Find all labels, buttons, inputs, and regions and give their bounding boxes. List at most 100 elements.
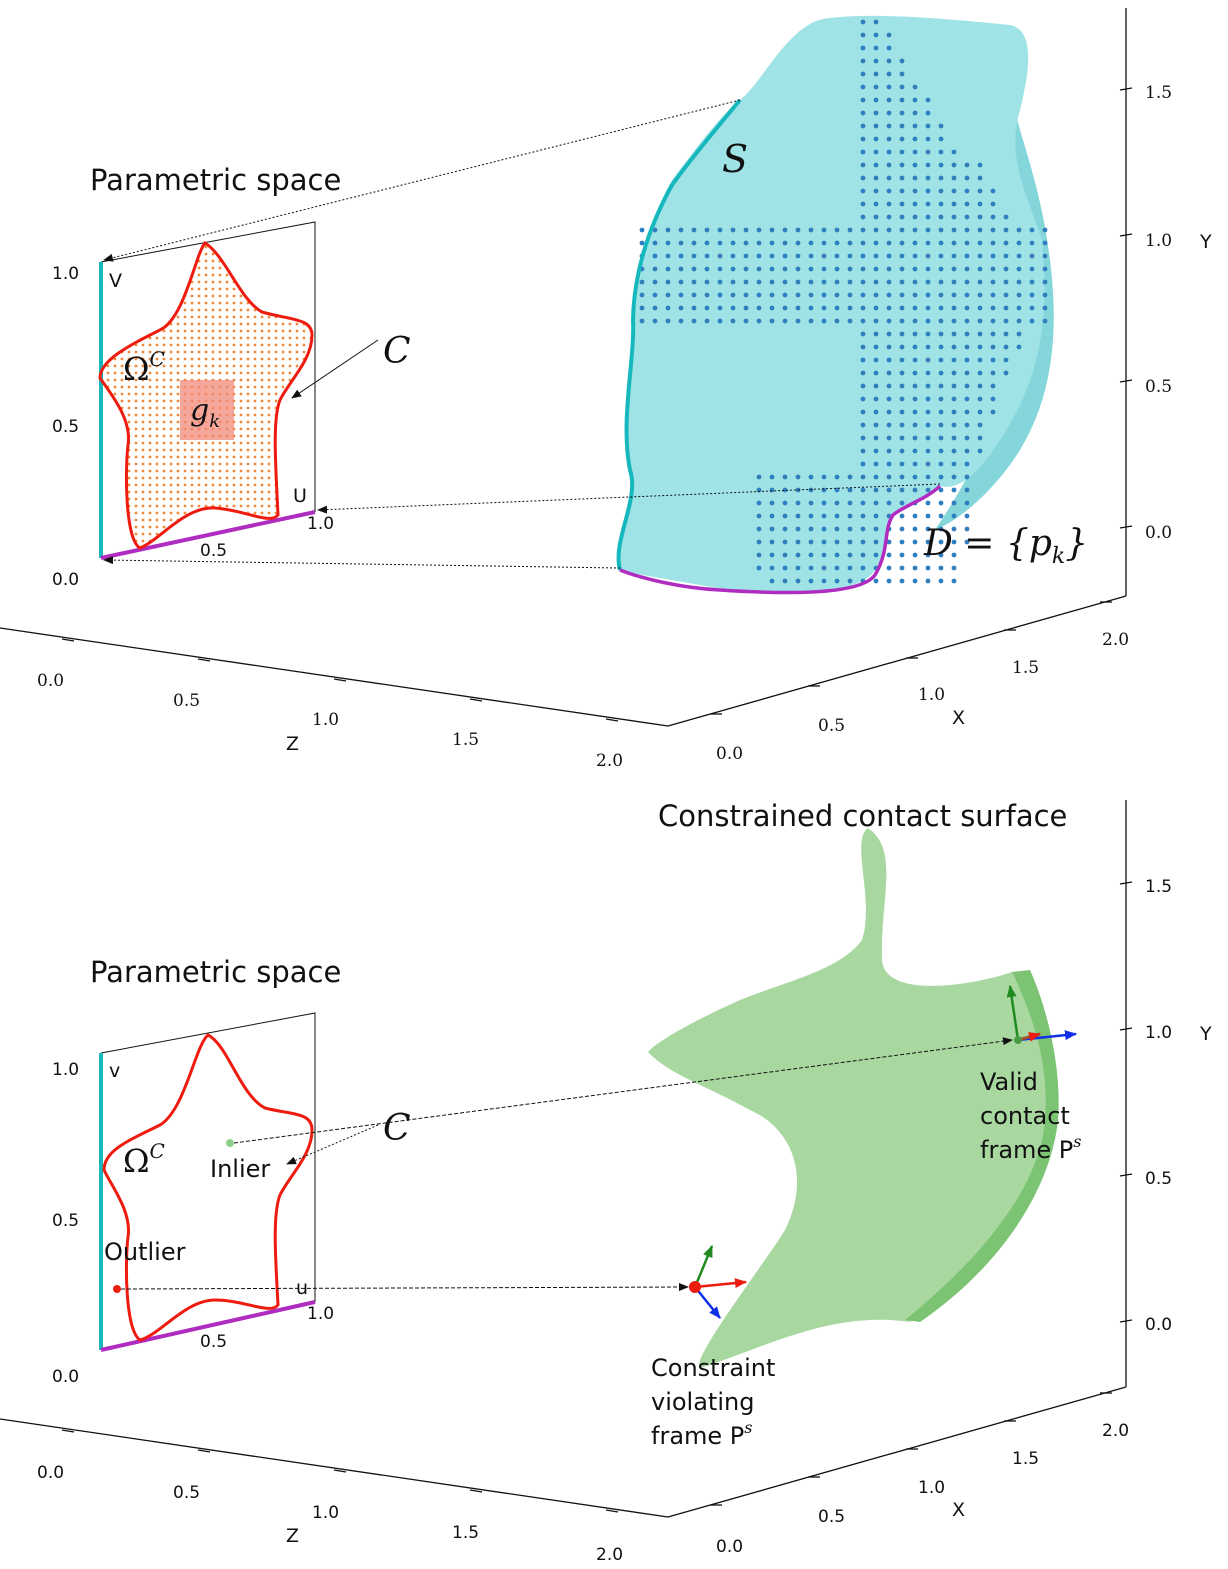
top-x-axis: 0.0 0.5 1.0 1.5 2.0 X [667, 595, 1129, 764]
top-y-tick-1: 1.5 [1145, 83, 1172, 103]
top-param-title: Parametric space [90, 163, 341, 197]
violating-frame-y-axis [693, 1245, 714, 1288]
bottom-u-tick-2: 1.0 [307, 1304, 334, 1324]
top-v-label: V [109, 270, 122, 292]
bottom-param-title: Parametric space [90, 955, 341, 989]
bottom-param-space: Parametric space v u 1.0 0.5 0.0 0.5 1.0… [52, 955, 411, 1387]
violating-frame-origin [689, 1281, 701, 1293]
top-x-tick-4: 1.5 [1012, 658, 1039, 678]
bottom-mapping-arrows [120, 1037, 1013, 1292]
top-u-tick-1: 0.5 [200, 541, 227, 561]
bottom-y-tick-3: 0.5 [1145, 1169, 1172, 1189]
constrained-surface [648, 828, 1059, 1368]
top-y-tick-2: 1.0 [1145, 231, 1172, 251]
top-mapping-arrows [103, 99, 941, 569]
bottom-z-axis: 0.0 0.5 1.0 1.5 2.0 Z [0, 1418, 669, 1565]
inlier-label: Inlier [210, 1155, 270, 1183]
bottom-curve-label-c: C [383, 1108, 411, 1149]
top-surface: S D = {pk} [616, 15, 1088, 595]
top-x-label: X [952, 707, 965, 729]
bottom-x-tick-3: 1.0 [918, 1478, 945, 1498]
top-y-label: Y [1199, 231, 1212, 253]
top-u-tick-2: 1.0 [307, 514, 334, 534]
dataset-label: D = {pk} [923, 523, 1088, 569]
outlier-label: Outlier [104, 1238, 186, 1266]
bottom-z-tick-2: 0.5 [173, 1483, 200, 1503]
top-v-tick-1: 1.0 [52, 264, 79, 284]
bottom-z-tick-3: 1.0 [312, 1503, 339, 1523]
top-z-tick-1: 0.0 [37, 671, 64, 691]
surface-s [617, 15, 1045, 594]
curve-label-c: C [383, 331, 411, 372]
top-u-label: U [293, 485, 307, 507]
violating-frame-z-axis [694, 1286, 721, 1319]
top-v-tick-2: 0.5 [52, 417, 79, 437]
valid-frame-label-2: contact [980, 1102, 1070, 1130]
bottom-y-tick-4: 0.0 [1145, 1315, 1172, 1335]
valid-frame-z-axis [1017, 1030, 1077, 1042]
param-u-edge [100, 510, 316, 560]
top-z-tick-3: 1.0 [312, 710, 339, 730]
grid-cell-gk [180, 380, 234, 440]
bottom-y-axis: 1.5 1.0 0.5 0.0 Y [1119, 800, 1212, 1387]
bottom-z-tick-5: 2.0 [596, 1545, 623, 1565]
top-z-axis: 0.0 0.5 1.0 1.5 2.0 Z [0, 627, 669, 771]
surface-title: Constrained contact surface [658, 799, 1067, 833]
top-z-label: Z [286, 733, 299, 755]
bottom-v-tick-2: 0.5 [52, 1211, 79, 1231]
bottom-x-tick-1: 0.0 [716, 1537, 743, 1557]
surface-point-cloud [639, 19, 1048, 584]
constrained-surface-body [648, 828, 1050, 1368]
bottom-omega-label: ΩC [123, 1139, 165, 1180]
bottom-v-tick-1: 1.0 [52, 1060, 79, 1080]
violating-frame-x-axis [694, 1278, 747, 1289]
valid-frame-label-3: frame Ps [980, 1132, 1082, 1164]
top-y-tick-3: 0.5 [1145, 377, 1172, 397]
bottom-v-tick-3: 0.0 [52, 1367, 79, 1387]
constrained-surface-edge [905, 970, 1059, 1322]
bottom-x-tick-4: 1.5 [1012, 1449, 1039, 1469]
bottom-u-tick-1: 0.5 [200, 1332, 227, 1352]
bottom-x-axis: 0.0 0.5 1.0 1.5 2.0 X [667, 1386, 1129, 1557]
top-y-tick-4: 0.0 [1145, 523, 1172, 543]
outlier-point [113, 1285, 121, 1293]
top-panel: 1.5 1.0 0.5 0.0 Y 0.0 0.5 1.0 1.5 2.0 X [0, 8, 1212, 771]
top-v-tick-3: 0.0 [52, 570, 79, 590]
violating-frame-label-2: violating [651, 1388, 754, 1416]
valid-contact-frame: Valid contact frame Ps [980, 985, 1082, 1164]
bottom-param-u-edge [100, 1300, 316, 1352]
top-x-tick-2: 0.5 [818, 716, 845, 736]
top-y-axis: 1.5 1.0 0.5 0.0 Y [1119, 8, 1212, 596]
trim-curve-c [98, 241, 314, 550]
violating-frame: Constraint violating frame Ps [651, 1245, 775, 1450]
top-z-tick-2: 0.5 [173, 691, 200, 711]
bottom-y-label: Y [1199, 1023, 1212, 1045]
bottom-y-tick-1: 1.5 [1145, 877, 1172, 897]
valid-frame-label-1: Valid [980, 1068, 1038, 1096]
bottom-x-tick-5: 2.0 [1102, 1421, 1129, 1441]
surface-boundary-v [616, 98, 742, 571]
bottom-z-label: Z [286, 1525, 299, 1547]
top-x-tick-3: 1.0 [918, 685, 945, 705]
bottom-z-tick-4: 1.5 [452, 1523, 479, 1543]
top-x-tick-1: 0.0 [716, 744, 743, 764]
omega-label: ΩC [123, 347, 165, 388]
bottom-panel: Constrained contact surface 1.5 1.0 0.5 … [0, 799, 1212, 1565]
top-param-space: Parametric space V U 1.0 0.5 0.0 0.5 1.0… [52, 163, 411, 590]
bottom-y-tick-2: 1.0 [1145, 1023, 1172, 1043]
surface-label-s: S [722, 137, 748, 181]
bottom-trim-curve-c [102, 1033, 314, 1342]
valid-frame-y-axis [1006, 985, 1020, 1041]
top-z-tick-4: 1.5 [452, 730, 479, 750]
bottom-z-tick-1: 0.0 [37, 1463, 64, 1483]
cell-label-gk: gk [190, 393, 220, 432]
top-x-tick-5: 2.0 [1102, 630, 1129, 650]
violating-frame-label-3: frame Ps [651, 1418, 753, 1450]
inlier-point [226, 1139, 234, 1147]
top-z-tick-5: 2.0 [596, 751, 623, 771]
surface-boundary-u [619, 484, 942, 595]
bottom-x-tick-2: 0.5 [818, 1507, 845, 1527]
violating-frame-label-1: Constraint [651, 1354, 775, 1382]
bottom-x-label: X [952, 1499, 965, 1521]
